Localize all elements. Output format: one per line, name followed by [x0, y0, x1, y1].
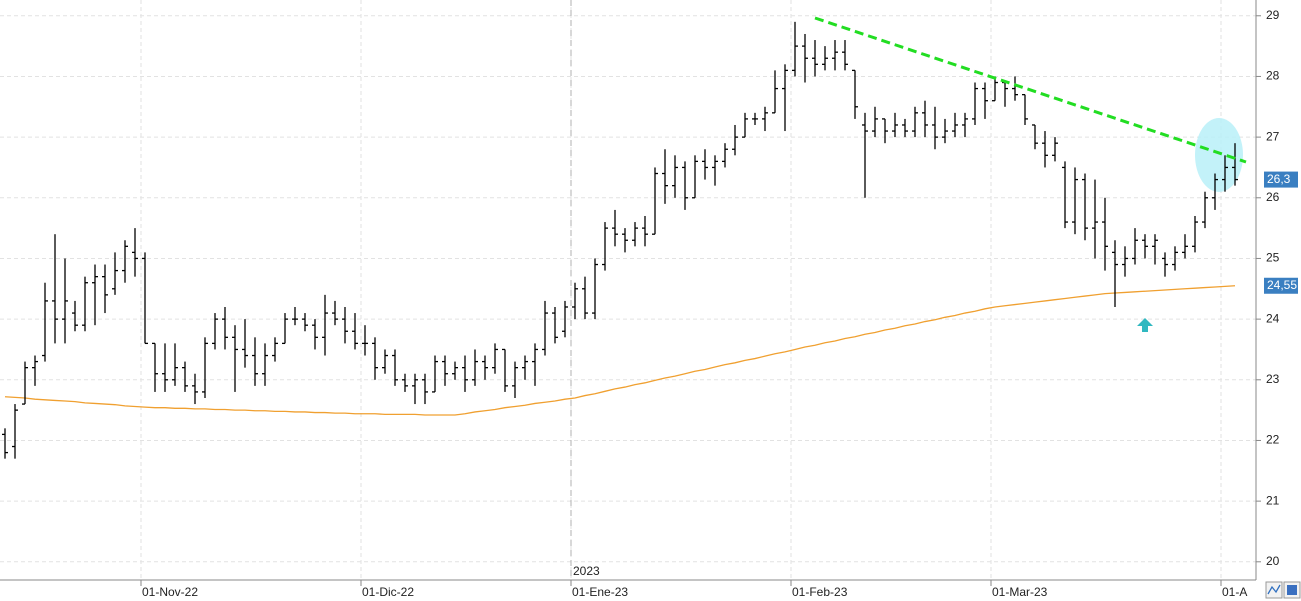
x-tick-label: 01-Mar-23: [992, 585, 1048, 599]
y-tick-label: 24: [1266, 311, 1280, 325]
value-label-box: [1264, 277, 1298, 294]
y-tick-label: 25: [1266, 251, 1280, 265]
y-tick-label: 21: [1266, 493, 1280, 507]
y-tick-label: 22: [1266, 433, 1280, 447]
y-tick-label: 27: [1266, 129, 1280, 143]
y-tick-label: 28: [1266, 69, 1280, 83]
moving-average-line: [4, 285, 1236, 416]
y-tick-label: 26: [1266, 190, 1280, 204]
x-tick-label: 01-A: [1222, 585, 1247, 599]
year-label: 2023: [573, 564, 600, 578]
x-tick-label: 01-Dic-22: [362, 585, 414, 599]
y-tick-label: 20: [1266, 554, 1280, 568]
toolbar-icon: [1287, 585, 1297, 595]
highlight-ellipse: [1195, 118, 1243, 192]
y-tick-label: 23: [1266, 372, 1280, 386]
x-tick-label: 01-Ene-23: [572, 585, 628, 599]
value-label: 24,55: [1267, 278, 1297, 292]
x-tick-label: 01-Feb-23: [792, 585, 848, 599]
y-tick-label: 29: [1266, 8, 1280, 22]
arrow-marker: [1137, 318, 1153, 332]
toolbar-icon: [1267, 584, 1281, 595]
x-tick-label: 01-Nov-22: [142, 585, 198, 599]
value-label: 26,3: [1267, 172, 1291, 186]
trend-line: [814, 16, 1247, 164]
axis: 20 21 22 23 24 25 26 27 28 29 01-Nov-22 01-Dic-22 01…: [140, 8, 1298, 599]
value-label-box: [1264, 171, 1298, 188]
plot: [2, 21, 1238, 459]
